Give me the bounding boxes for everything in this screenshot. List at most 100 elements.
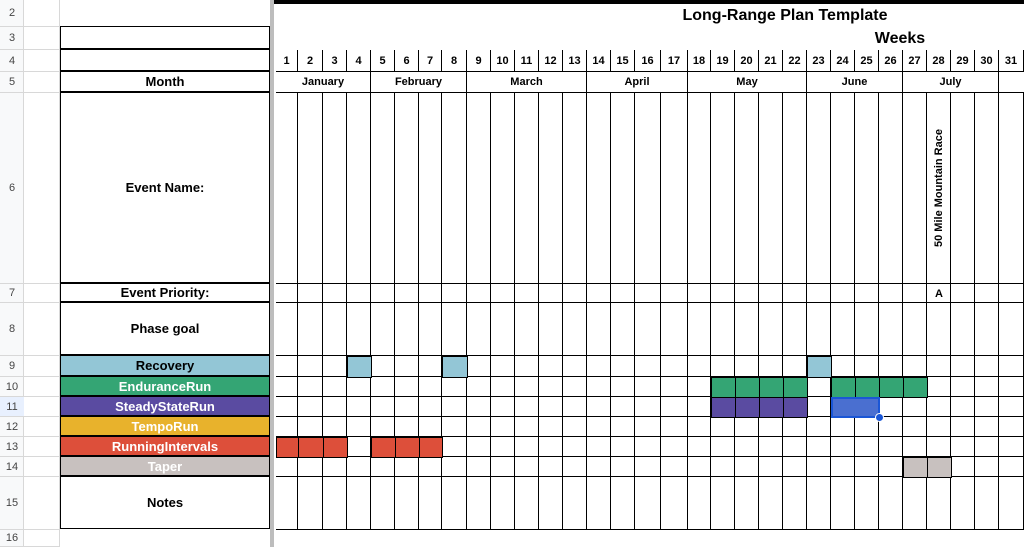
grid-cell[interactable] xyxy=(735,284,759,303)
row-number-16[interactable]: 16 xyxy=(0,530,24,547)
grid-cell[interactable] xyxy=(831,417,855,437)
grid-cell[interactable] xyxy=(975,303,999,356)
grid-cell[interactable] xyxy=(347,303,371,356)
grid-cell[interactable] xyxy=(442,377,467,397)
grid-cell[interactable] xyxy=(587,437,611,457)
grid-cell[interactable] xyxy=(661,477,688,530)
grid-cell[interactable] xyxy=(491,284,515,303)
grid-cell[interactable] xyxy=(563,457,587,477)
grid-cell[interactable] xyxy=(927,377,951,397)
selected-cell[interactable] xyxy=(831,397,856,418)
grid-cell[interactable] xyxy=(276,397,298,417)
plan-block-steady[interactable] xyxy=(783,397,808,418)
grid-cell[interactable] xyxy=(927,437,951,457)
grid-cell[interactable] xyxy=(783,437,807,457)
grid-cell[interactable] xyxy=(563,93,587,284)
grid-cell[interactable] xyxy=(515,377,539,397)
grid-cell[interactable] xyxy=(807,457,831,477)
grid-cell[interactable] xyxy=(999,93,1024,284)
month-july-header[interactable]: July xyxy=(903,72,999,93)
grid-cell[interactable] xyxy=(951,93,975,284)
month-february-header[interactable]: February xyxy=(371,72,467,93)
grid-cell[interactable] xyxy=(298,477,323,530)
event-name-label[interactable]: Event Name: xyxy=(60,92,270,283)
grid-cell[interactable] xyxy=(442,93,467,284)
grid-cell[interactable] xyxy=(855,437,879,457)
grid-cell[interactable] xyxy=(688,437,711,457)
grid-cell[interactable] xyxy=(975,417,999,437)
grid-cell[interactable] xyxy=(903,477,927,530)
grid-cell[interactable] xyxy=(323,303,347,356)
grid-cell[interactable] xyxy=(903,303,927,356)
grid-cell[interactable] xyxy=(999,477,1024,530)
grid-cell[interactable] xyxy=(539,477,563,530)
grid-cell[interactable] xyxy=(587,303,611,356)
grid-cell[interactable] xyxy=(951,303,975,356)
fill-handle[interactable] xyxy=(875,413,884,422)
grid-cell[interactable] xyxy=(999,457,1024,477)
plan-block-endurance[interactable] xyxy=(783,377,808,398)
grid-cell[interactable] xyxy=(395,417,419,437)
grid-cell[interactable] xyxy=(491,356,515,377)
row-number-8[interactable]: 8 xyxy=(0,303,24,356)
grid-cell[interactable] xyxy=(661,457,688,477)
plan-block-taper[interactable] xyxy=(927,457,952,478)
grid-cell[interactable] xyxy=(515,397,539,417)
grid-cell[interactable] xyxy=(831,437,855,457)
grid-cell[interactable] xyxy=(999,377,1024,397)
notes-label[interactable]: Notes xyxy=(60,476,270,529)
grid-cell[interactable] xyxy=(951,356,975,377)
grid-cell[interactable] xyxy=(539,93,563,284)
blank-label-cell[interactable] xyxy=(60,49,270,71)
grid-cell[interactable] xyxy=(419,477,442,530)
plan-block-intervals[interactable] xyxy=(298,437,324,458)
grid-cell[interactable] xyxy=(371,457,395,477)
grid-cell[interactable] xyxy=(539,377,563,397)
grid-cell[interactable] xyxy=(951,457,975,477)
grid-cell[interactable] xyxy=(855,457,879,477)
week-17-header[interactable]: 17 xyxy=(661,50,688,72)
grid-cell[interactable] xyxy=(515,303,539,356)
grid-cell[interactable] xyxy=(807,377,831,397)
grid-cell[interactable] xyxy=(735,417,759,437)
grid-cell[interactable] xyxy=(903,397,927,417)
row-number-5[interactable]: 5 xyxy=(0,72,24,93)
grid-cell[interactable] xyxy=(347,397,371,417)
grid-cell[interactable] xyxy=(276,93,298,284)
grid-cell[interactable] xyxy=(611,303,635,356)
week-21-header[interactable]: 21 xyxy=(759,50,783,72)
row-number-6[interactable]: 6 xyxy=(0,93,24,284)
grid-cell[interactable] xyxy=(661,397,688,417)
grid-cell[interactable] xyxy=(635,93,661,284)
category-taper-label[interactable]: Taper xyxy=(60,456,270,476)
week-29-header[interactable]: 29 xyxy=(951,50,975,72)
grid-cell[interactable] xyxy=(759,284,783,303)
frozen-column-divider[interactable] xyxy=(270,0,274,547)
grid-cell[interactable] xyxy=(999,284,1024,303)
grid-cell[interactable] xyxy=(759,93,783,284)
plan-block-intervals[interactable] xyxy=(371,437,396,458)
category-endurance-label[interactable]: EnduranceRun xyxy=(60,376,270,396)
grid-cell[interactable] xyxy=(467,93,491,284)
grid-cell[interactable] xyxy=(831,93,855,284)
grid-cell[interactable] xyxy=(807,397,831,417)
grid-cell[interactable] xyxy=(563,477,587,530)
grid-cell[interactable] xyxy=(975,284,999,303)
grid-cell[interactable] xyxy=(903,93,927,284)
grid-cell[interactable] xyxy=(347,477,371,530)
grid-cell[interactable] xyxy=(371,377,395,397)
grid-cell[interactable] xyxy=(635,457,661,477)
grid-cell[interactable] xyxy=(347,377,371,397)
grid-cell[interactable] xyxy=(563,397,587,417)
grid-cell[interactable] xyxy=(395,457,419,477)
grid-cell[interactable] xyxy=(927,93,951,284)
grid-cell[interactable] xyxy=(395,93,419,284)
grid-cell[interactable] xyxy=(515,457,539,477)
grid-cell[interactable] xyxy=(688,457,711,477)
grid-cell[interactable] xyxy=(711,437,735,457)
grid-cell[interactable] xyxy=(563,356,587,377)
grid-cell[interactable] xyxy=(395,397,419,417)
grid-cell[interactable] xyxy=(587,356,611,377)
grid-cell[interactable] xyxy=(611,457,635,477)
event-name-text[interactable]: 50 Mile Mountain Race xyxy=(933,129,945,248)
